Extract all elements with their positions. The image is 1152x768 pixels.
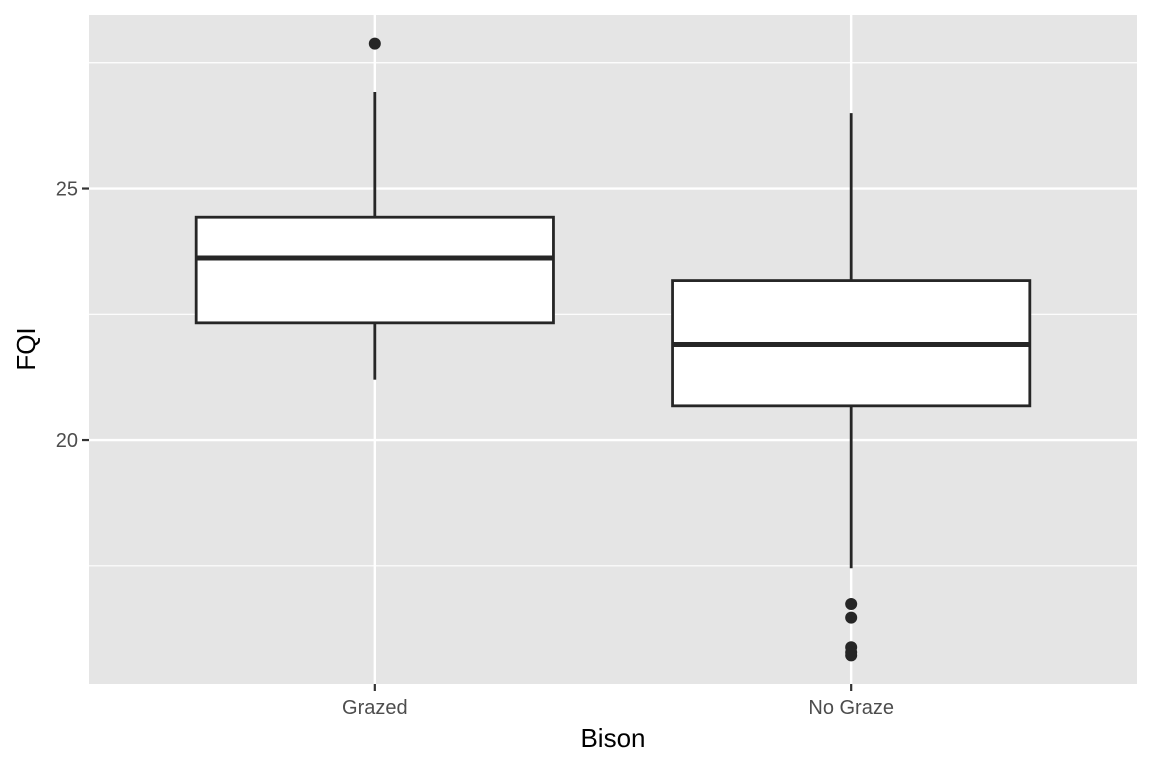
outlier-point <box>368 37 381 50</box>
box-no-graze <box>671 113 1032 662</box>
y-axis-title: FQI <box>11 327 41 370</box>
outlier-point <box>845 598 858 611</box>
axes: 20 25 Grazed No Graze <box>56 179 894 719</box>
x-tick-label: No Graze <box>808 697 894 719</box>
x-axis-title: Bison <box>580 723 645 753</box>
box-grazed <box>194 37 555 380</box>
x-tick-label: Grazed <box>342 697 408 719</box>
iqr-box <box>194 215 555 325</box>
outlier-point <box>845 611 858 624</box>
boxes <box>194 37 1032 662</box>
y-tick-label: 20 <box>56 430 78 452</box>
outlier-point <box>845 649 858 662</box>
y-tick-label: 25 <box>56 179 78 201</box>
